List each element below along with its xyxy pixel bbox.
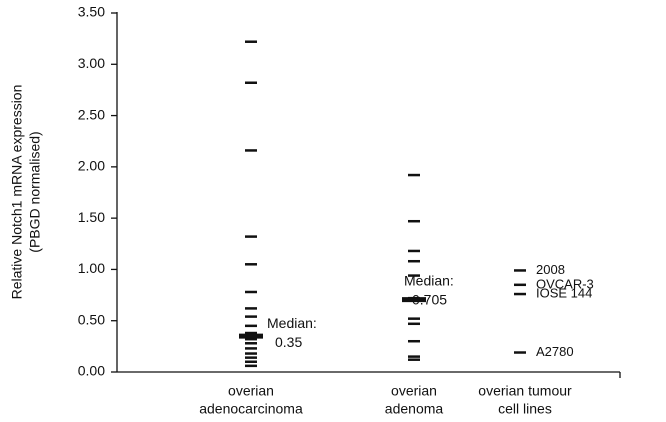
point-label: 2008 [536, 262, 565, 277]
x-tick-label: adenocarcinoma [199, 401, 303, 417]
point-label: IOSE 144 [536, 285, 592, 300]
y-tick-label: 0.50 [78, 311, 105, 327]
x-tick-label: cell lines [498, 401, 552, 417]
median-value: 0.705 [412, 291, 447, 307]
x-tick-label: overian [391, 383, 437, 399]
point-label: OVCAR-3 [536, 276, 594, 291]
median-text: Median: [267, 315, 317, 331]
y-tick-label: 3.00 [78, 55, 105, 71]
point-label: A2780 [536, 344, 574, 359]
y-tick-label: 2.00 [78, 158, 105, 174]
y-tick-label: 3.50 [78, 4, 105, 20]
median-text: Median: [404, 272, 454, 288]
y-tick-label: 0.00 [78, 363, 105, 379]
y-tick-label: 1.50 [78, 209, 105, 225]
y-axis-label: Relative Notch1 mRNA expression [9, 85, 25, 300]
x-tick-label: adenoma [385, 401, 444, 417]
median-value: 0.35 [275, 334, 302, 350]
y-tick-label: 1.00 [78, 260, 105, 276]
y-axis-label: (PBGD normalised) [27, 131, 43, 252]
x-tick-label: overian [228, 383, 274, 399]
y-tick-label: 2.50 [78, 106, 105, 122]
x-tick-label: overian tumour [478, 383, 572, 399]
